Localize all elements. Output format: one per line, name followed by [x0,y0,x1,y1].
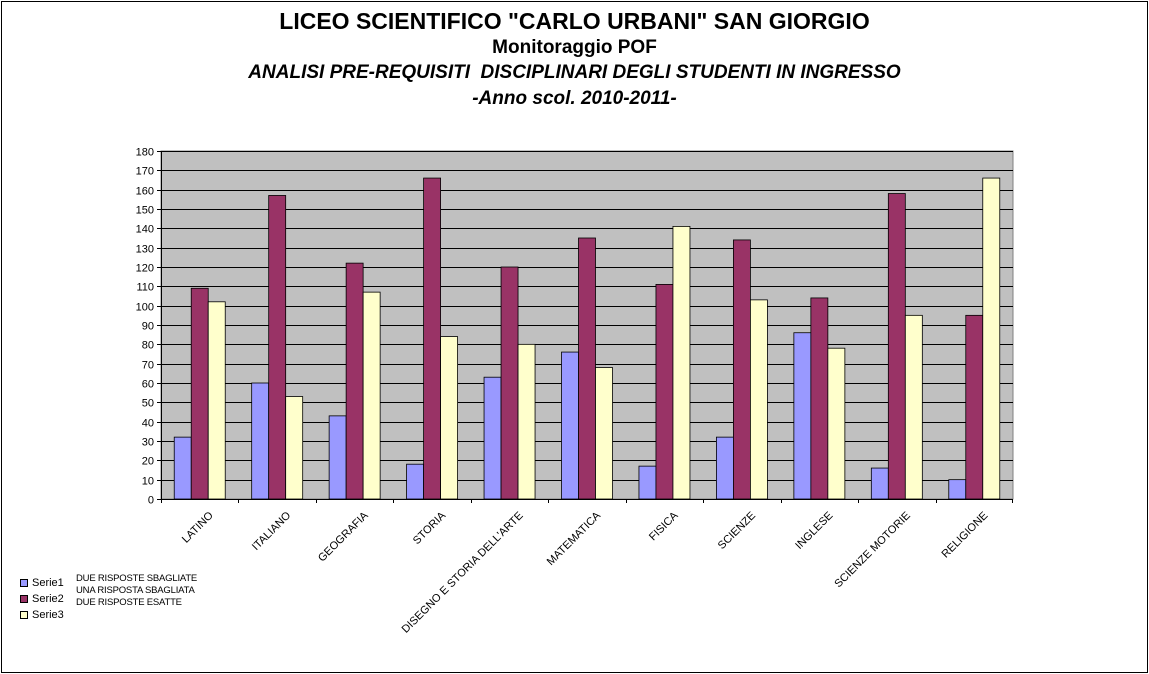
bar-serie3-9 [904,314,923,500]
x-tick-label: RELIGIONE [940,510,991,561]
note-due-sbagliate: DUE RISPOSTE SBAGLIATE [76,573,198,584]
bar-serie1-8 [793,332,812,500]
x-tick-label: MATEMATICA [545,509,604,568]
y-tick-label: 180 [136,147,154,159]
legend-item-serie1: Serie1 [20,576,64,590]
y-tick-label: 80 [142,340,154,352]
y-tick-label: 100 [136,302,154,314]
bar-serie1-2 [328,415,347,500]
note-una-sbagliata: UNA RISPOSTA SBAGLIATA [76,585,195,596]
bar-serie1-7 [716,436,734,500]
bar-serie1-3 [406,463,424,500]
y-tick-label: 130 [136,244,154,256]
y-tick-label: 110 [136,282,154,294]
y-tick-label: 160 [136,186,154,198]
y-tick-label: 70 [142,360,154,372]
bar-serie3-10 [982,177,1001,500]
chart-title: LICEO SCIENTIFICO "CARLO URBANI" SAN GIO… [279,8,870,34]
legend-item-serie3: Serie3 [20,608,64,622]
y-tick-label: 20 [142,456,154,468]
bar-serie1-6 [638,465,657,500]
bar-serie1-9 [870,467,889,500]
x-tick-label: SCIENZE MOTORIE [832,510,913,591]
bar-serie2-1 [268,195,287,500]
y-tick-label: 10 [142,476,154,488]
x-tick-label: SCIENZE [716,510,758,552]
bar-serie3-0 [207,301,226,500]
legend-label-serie1: Serie1 [32,577,64,589]
y-tick-label: 170 [136,166,154,178]
bar-serie2-4 [500,266,519,500]
bar-serie3-2 [362,291,381,500]
chart-subtitle-analysis: ANALISI PRE-REQUISITI DISCIPLINARI DEGLI… [248,62,901,83]
bar-serie3-3 [440,336,458,500]
bar-serie2-9 [887,193,906,500]
bar-serie2-8 [810,297,829,500]
bar-serie3-7 [750,299,768,500]
bar-serie3-1 [285,396,304,500]
legend-label-serie3: Serie3 [32,609,64,621]
y-tick-label: 140 [136,224,154,236]
y-tick-label: 150 [136,205,154,217]
bar-serie1-4 [483,376,502,500]
x-tick-label: LATINO [180,509,216,545]
x-tick-label: STORIA [411,509,449,547]
bar-serie2-0 [190,287,209,500]
bar-serie2-6 [655,283,674,500]
y-tick-label: 0 [148,495,154,507]
x-tick-label: GEOGRAFIA [316,509,371,564]
bar-serie3-5 [595,367,613,500]
legend-swatch-serie2 [20,595,28,603]
y-tick-label: 120 [136,263,154,275]
y-tick-label: 50 [142,398,154,410]
chart-subtitle-year: -Anno scol. 2010-2011- [472,88,677,109]
bar-serie3-4 [517,343,536,500]
y-tick-label: 60 [142,379,154,391]
bar-serie2-5 [578,237,596,500]
note-due-esatte: DUE RISPOSTE ESATTE [76,597,182,608]
bar-serie2-7 [733,239,751,500]
chart-subtitle: Monitoraggio POF [492,37,657,58]
bar-serie1-0 [173,436,192,500]
bar-serie2-3 [423,177,441,500]
legend-label-serie2: Serie2 [32,593,64,605]
y-tick-label: 30 [142,437,154,449]
x-tick-label: FISICA [647,509,681,543]
legend-swatch-serie1 [20,579,28,587]
y-tick-label: 90 [142,321,154,333]
bar-serie2-10 [965,314,984,500]
legend-item-serie2: Serie2 [20,592,64,606]
y-tick-label: 40 [142,418,154,430]
bar-serie1-1 [251,382,270,500]
x-tick-label: DISEGNO E STORIA DELL'ARTE [400,510,526,636]
bar-serie2-2 [345,262,364,500]
x-tick-label: ITALIANO [250,509,294,553]
bar-serie3-6 [672,225,691,500]
x-tick-label: INGLESE [793,510,835,552]
bar-serie1-5 [561,351,579,500]
bar-serie3-8 [827,347,846,500]
bar-serie1-10 [948,479,967,500]
legend-swatch-serie3 [20,611,28,619]
